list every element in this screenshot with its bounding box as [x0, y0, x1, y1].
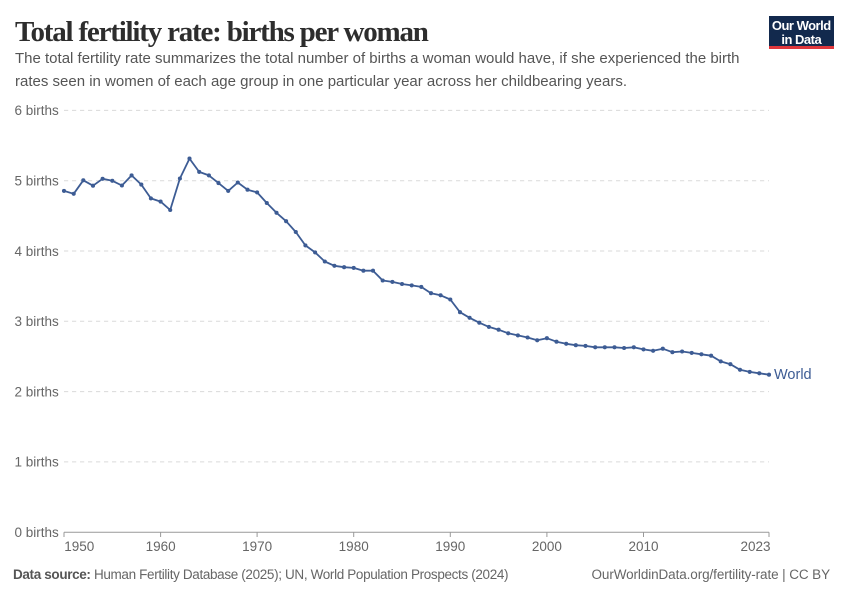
svg-text:2 births: 2 births	[15, 384, 60, 399]
svg-text:0 births: 0 births	[15, 525, 60, 540]
svg-text:5 births: 5 births	[15, 174, 60, 189]
svg-text:3 births: 3 births	[15, 314, 60, 329]
svg-text:World: World	[774, 367, 812, 383]
svg-text:1970: 1970	[242, 539, 272, 554]
svg-text:2000: 2000	[532, 539, 562, 554]
svg-text:1950: 1950	[64, 539, 94, 554]
svg-text:2023: 2023	[740, 539, 770, 554]
svg-text:1 births: 1 births	[15, 455, 60, 470]
svg-text:4 births: 4 births	[15, 244, 60, 259]
svg-text:1980: 1980	[339, 539, 369, 554]
svg-text:2010: 2010	[628, 539, 658, 554]
svg-text:6 births: 6 births	[15, 103, 60, 118]
svg-text:1960: 1960	[146, 539, 176, 554]
svg-text:1990: 1990	[435, 539, 465, 554]
